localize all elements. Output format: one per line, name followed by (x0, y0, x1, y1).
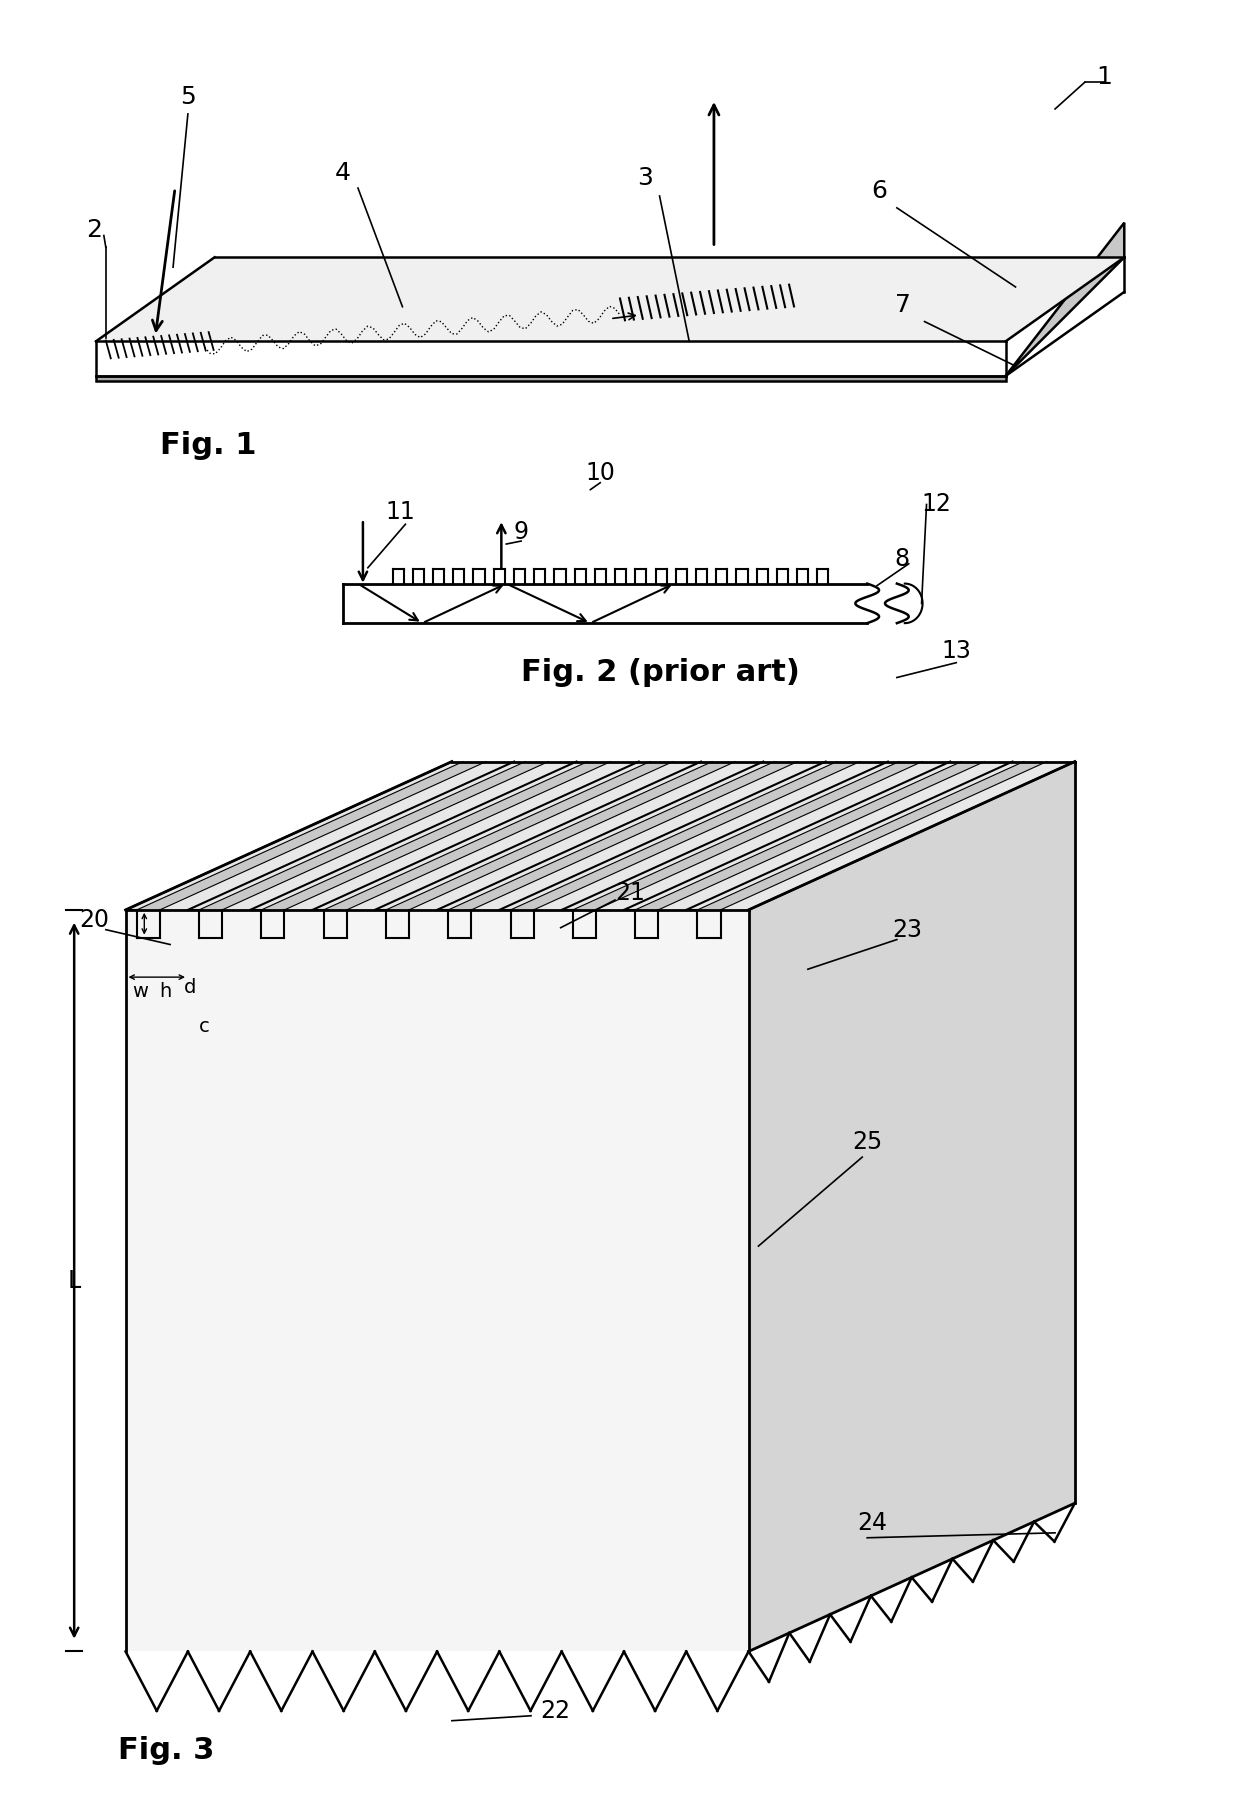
Text: 4: 4 (335, 162, 351, 186)
Polygon shape (262, 762, 611, 910)
Polygon shape (449, 762, 797, 910)
Polygon shape (324, 762, 673, 910)
Text: d: d (184, 978, 196, 996)
Text: 21: 21 (615, 881, 645, 906)
Text: 25: 25 (852, 1131, 883, 1154)
Text: 24: 24 (857, 1511, 887, 1534)
Text: Fig. 2 (prior art): Fig. 2 (prior art) (521, 657, 800, 688)
Polygon shape (635, 762, 985, 910)
Polygon shape (125, 910, 749, 1652)
Text: c: c (200, 1018, 210, 1036)
Text: 2: 2 (86, 218, 102, 241)
Polygon shape (1006, 223, 1125, 376)
Polygon shape (200, 762, 548, 910)
Text: 5: 5 (180, 85, 196, 110)
Polygon shape (95, 376, 1006, 380)
Polygon shape (125, 762, 1075, 910)
Text: 7: 7 (895, 294, 910, 317)
Text: 11: 11 (386, 501, 415, 524)
Text: 22: 22 (541, 1698, 570, 1724)
Text: 3: 3 (637, 166, 652, 191)
Text: 9: 9 (513, 520, 528, 544)
Polygon shape (511, 762, 859, 910)
Polygon shape (95, 258, 1125, 342)
Polygon shape (697, 762, 1047, 910)
Text: 8: 8 (894, 548, 909, 571)
Text: 23: 23 (892, 919, 921, 942)
Polygon shape (573, 762, 923, 910)
Text: Fig. 1: Fig. 1 (160, 430, 257, 459)
Text: 20: 20 (79, 908, 109, 931)
Text: h: h (159, 983, 171, 1001)
Polygon shape (749, 762, 1075, 1652)
Polygon shape (386, 762, 735, 910)
Text: 1: 1 (1096, 65, 1112, 90)
Text: 12: 12 (921, 492, 951, 517)
Text: L: L (67, 1268, 81, 1293)
Text: 6: 6 (870, 178, 887, 204)
Text: w: w (133, 983, 149, 1001)
Polygon shape (136, 762, 486, 910)
Text: 13: 13 (941, 639, 971, 663)
Text: 10: 10 (585, 461, 615, 484)
Text: Fig. 3: Fig. 3 (118, 1736, 215, 1765)
